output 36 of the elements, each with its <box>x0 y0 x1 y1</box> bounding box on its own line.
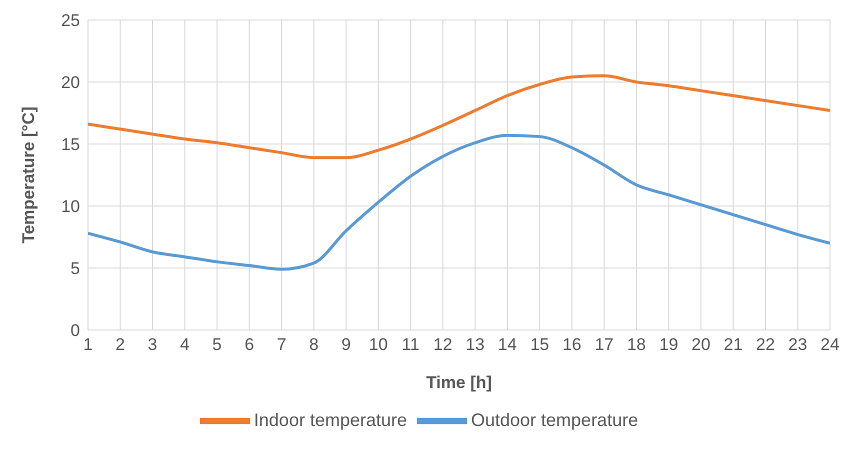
y-tick-label: 15 <box>61 135 80 154</box>
line-series <box>88 74 830 160</box>
x-tick-label: 23 <box>788 335 808 354</box>
x-tick-label: 4 <box>180 335 190 354</box>
x-tick-label: 24 <box>820 335 840 354</box>
y-tick-label: 25 <box>61 11 80 30</box>
x-tick-label: 21 <box>724 335 743 354</box>
x-tick-label: 12 <box>433 335 452 354</box>
x-tick-label: 16 <box>562 335 582 354</box>
x-tick-label: 13 <box>466 335 485 354</box>
x-tick-label: 19 <box>659 335 678 354</box>
x-tick-label: 9 <box>341 335 351 354</box>
x-tick-label: 18 <box>626 335 646 354</box>
x-tick-label: 3 <box>148 335 158 354</box>
y-tick-label: 10 <box>61 197 80 216</box>
y-tick-label: 0 <box>70 321 80 340</box>
x-tick-label: 22 <box>756 335 775 354</box>
x-tick-label: 2 <box>116 335 125 354</box>
legend-label: Outdoor temperature <box>471 410 638 430</box>
line-series <box>88 134 830 271</box>
x-tick-label: 8 <box>309 335 319 354</box>
x-axis-title: Time [h] <box>426 373 492 392</box>
y-tick-label: 5 <box>70 259 80 278</box>
y-tick-label: 20 <box>61 73 80 92</box>
x-tick-label: 7 <box>276 335 286 354</box>
x-tick-label: 6 <box>244 335 254 354</box>
y-axis-title: Temperature [°C] <box>19 106 38 244</box>
x-tick-label: 11 <box>402 335 420 354</box>
x-tick-label: 17 <box>594 335 614 354</box>
x-tick-label: 20 <box>691 335 710 354</box>
x-tick-label: 15 <box>530 335 550 354</box>
x-tick-label: 10 <box>368 335 388 354</box>
x-tick-label: 5 <box>212 335 222 354</box>
legend-label: Indoor temperature <box>254 410 407 430</box>
x-tick-label: 1 <box>83 335 93 354</box>
x-tick-label: 14 <box>498 335 517 354</box>
